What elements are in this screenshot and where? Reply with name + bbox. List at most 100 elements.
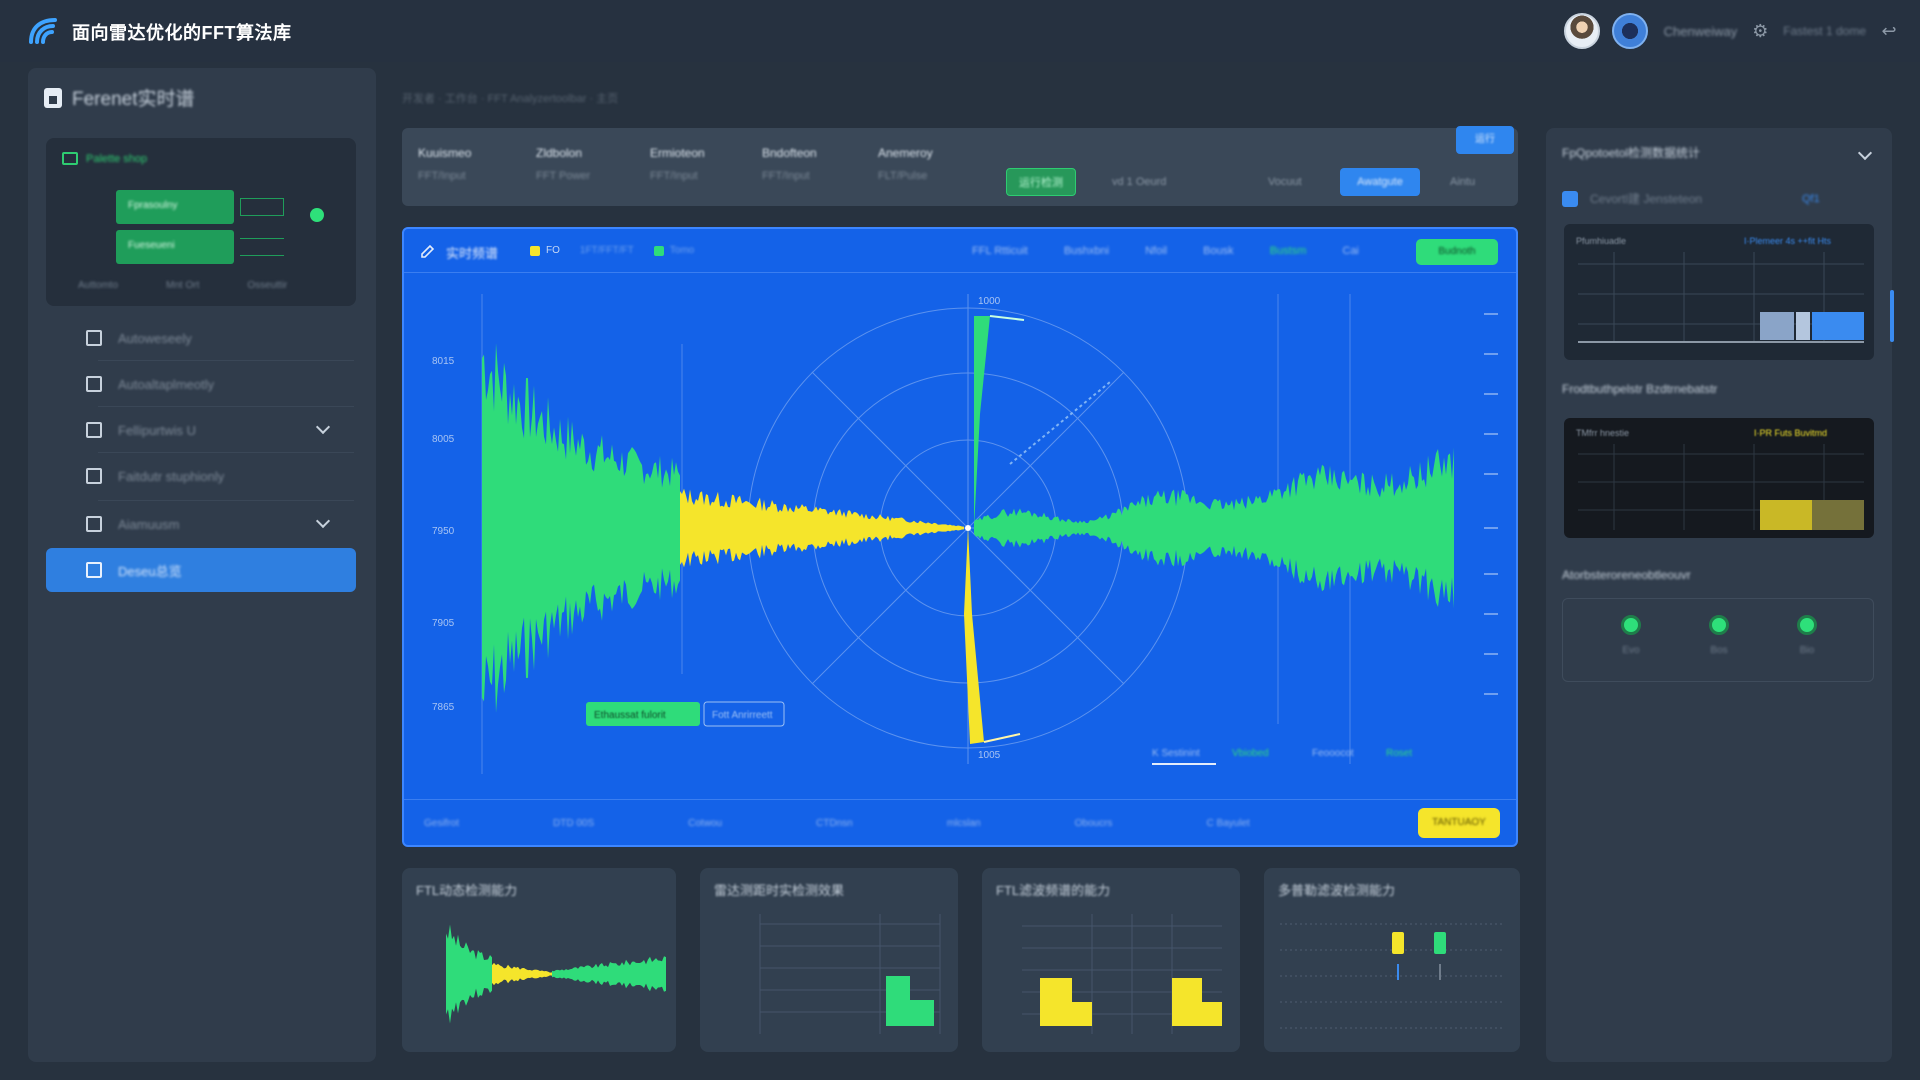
user-avatar[interactable] — [1563, 13, 1600, 49]
status-bar-1-label: Fprasoulny — [128, 200, 178, 211]
quick-action-label: Evo — [1622, 645, 1640, 656]
chart-legend: I·Plemeer 4s ++fit Hts — [1744, 236, 1832, 246]
status-bar-2-track — [240, 238, 284, 256]
sidebar-divider — [98, 360, 354, 361]
user-name[interactable]: Chenweiway — [1663, 23, 1738, 39]
app-title: 面向雷达优化的FFT算法库 — [72, 23, 292, 43]
export-button[interactable]: TANTUAOY — [1418, 808, 1500, 838]
toolbar-column-head: Zldbolon — [536, 146, 583, 160]
quick-action[interactable]: Evo — [1601, 615, 1661, 656]
spectrum-tab-active[interactable]: Bustsm — [1269, 245, 1307, 257]
stats-chart-1[interactable]: Pfumhiuadle I·Plemeer 4s ++fit Hts — [1564, 224, 1874, 360]
toolbar-option[interactable]: Aintu — [1438, 168, 1487, 196]
toolbar-column-4[interactable]: Bndofteon FFT/Input — [762, 146, 817, 182]
upload-icon[interactable] — [1562, 190, 1578, 207]
bottom-card-4[interactable]: 多普勒滤波检测能力 — [1264, 868, 1520, 1052]
status-card-header: Palette shop — [62, 152, 147, 165]
chart-bottom-tab[interactable]: Vbiobed — [1232, 748, 1269, 759]
right-axis-ticks — [1484, 313, 1498, 695]
top-link[interactable]: Fastest 1 dome — [1783, 24, 1866, 38]
right-panel-sub-link[interactable]: Qf1 — [1802, 192, 1820, 205]
run-detect-button[interactable]: 运行检测 — [1006, 168, 1076, 196]
footer-label[interactable]: C Bayulet — [1206, 818, 1250, 829]
right-panel-section-title: Atorbsteroreneobtleouvr — [1562, 568, 1691, 582]
waveform-segment — [680, 488, 964, 568]
logout-icon[interactable]: ↩ — [1881, 21, 1897, 41]
quick-actions: Evo Bos Bio — [1562, 598, 1874, 682]
stats-chart-2[interactable]: TMfrr hnestie I·PR Futs Buvitmd — [1564, 418, 1874, 538]
bottom-card-1[interactable]: FTL动态检测能力 — [402, 868, 676, 1052]
status-footer-item: Mnt Ort — [166, 280, 200, 291]
toolbar-column-5[interactable]: Anemeroy FLT/Pulse — [878, 146, 933, 182]
right-panel-subtitle: Cevortl建 Jensteteon — [1590, 192, 1703, 206]
toolbar-option[interactable]: vd 1 Oeurd — [1100, 168, 1178, 196]
chevron-down-icon[interactable] — [315, 419, 331, 435]
right-panel-title: FpQpotoetol检测数据统计 — [1562, 146, 1701, 160]
top-bar: 面向雷达优化的FFT算法库 Chenweiway ⚙ Fastest 1 dom… — [0, 0, 1920, 62]
sidebar-item-6-active[interactable]: Deseu总览 — [46, 548, 356, 592]
chevron-down-icon[interactable] — [315, 513, 331, 529]
spectrum-waveform-chart[interactable]: 8015 8005 7950 7905 7865 1000 1005 Ethau… — [404, 274, 1516, 798]
y-axis-ticks: 8015 8005 7950 7905 7865 1000 1005 — [432, 296, 1001, 761]
status-card-footer: Auttomto Mnt Ort Osseuttir — [78, 280, 287, 291]
sidebar-item-2[interactable]: Autoaltaplmeotly — [46, 362, 356, 406]
chart-bottom-tab[interactable]: Feooocot — [1312, 748, 1354, 759]
status-footer-item: Auttomto — [78, 280, 119, 291]
spectrum-panel: 实时频谱 FO 1FT/FFT/FT Tomo FFL Rtticuit Bus… — [402, 227, 1518, 847]
right-panel: FpQpotoetol检测数据统计 Cevortl建 Jensteteon Qf… — [1546, 128, 1892, 1062]
toolbar-column-2[interactable]: Zldbolon FFT Power — [536, 146, 590, 182]
bottom-card-title: 雷达测距时实检测效果 — [714, 883, 845, 898]
bottom-card-3[interactable]: FTL滤波频谱的能力 — [982, 868, 1240, 1052]
app-logo-icon[interactable] — [26, 14, 60, 48]
filter-spectrum-chart — [1022, 914, 1222, 1034]
lock-icon — [1621, 615, 1641, 635]
lock-icon — [44, 87, 62, 108]
toolbar-primary-label: Awatgute — [1357, 176, 1403, 188]
edit-icon[interactable] — [420, 243, 436, 259]
left-sidebar: Ferenet实时谱 Palette shop Fprasoulny Fuese… — [28, 68, 376, 1062]
legend-label: FO — [546, 245, 560, 256]
spectrum-action-button[interactable]: Budnoth — [1416, 239, 1498, 265]
toolbar-primary-button[interactable]: Awatgute — [1340, 168, 1420, 196]
spectrum-tab[interactable]: Cai — [1342, 245, 1359, 257]
mini-waveform-chart — [446, 924, 666, 1024]
status-footer-item: Osseuttir — [247, 280, 288, 291]
spectrum-waveform — [482, 343, 1454, 713]
sidebar-item-4[interactable]: Faitdutr stuphionly — [46, 454, 356, 498]
beam-diagonal — [1009, 381, 1111, 465]
chart-bottom-tab[interactable]: Roset — [1386, 748, 1412, 759]
chart-inline-legend[interactable]: Ethaussat fulorit Fott Anrirreett — [586, 701, 785, 727]
sidebar-status-card[interactable]: Palette shop Fprasoulny Fueseueni Auttom… — [46, 138, 356, 306]
toolbar-column-1[interactable]: Kuuismeo FFT/Input — [418, 146, 471, 182]
spectrum-tab[interactable]: FFL Rtticuit — [972, 245, 1028, 257]
quick-action[interactable]: Bio — [1777, 615, 1837, 656]
panel-icon — [86, 422, 102, 438]
status-bar-2: Fueseueni — [116, 230, 234, 264]
polar-center — [965, 525, 971, 531]
beam-bottom — [964, 528, 984, 744]
chart-bottom-tab[interactable]: K Sestinint — [1152, 748, 1200, 759]
toolbar-column-head: Anemeroy — [878, 146, 933, 160]
breadcrumb[interactable]: 开发者 · 工作台 · FFT Analyzertoolbar · 主页 — [402, 93, 619, 105]
spectrum-tab[interactable]: Bousk — [1203, 245, 1234, 257]
sidebar-item-3[interactable]: Fellipurtwis U — [46, 408, 356, 452]
toolbar-option-label: Aintu — [1450, 176, 1476, 188]
org-avatar[interactable] — [1611, 13, 1648, 49]
spectrum-tab[interactable]: Nfoil — [1145, 245, 1168, 257]
toolbar-column-3[interactable]: Ermioteon FFT/Input — [650, 146, 705, 182]
legend-button-label: Ethaussat fulorit — [594, 710, 666, 721]
scrollbar[interactable] — [1890, 290, 1894, 342]
sidebar-item-5[interactable]: Aiamuusm — [46, 502, 356, 546]
sidebar-item-label: Autoaltaplmeotly — [118, 376, 215, 392]
settings-icon[interactable]: ⚙ — [1752, 21, 1769, 41]
run-button[interactable]: 运行 — [1456, 126, 1514, 154]
list-icon — [86, 376, 102, 392]
sidebar-item-1[interactable]: Autoweseely — [46, 316, 356, 360]
chevron-down-icon[interactable] — [1857, 145, 1873, 161]
bottom-card-2[interactable]: 雷达测距时实检测效果 — [700, 868, 958, 1052]
sidebar-item-label: Faitdutr stuphionly — [118, 468, 225, 484]
quick-action[interactable]: Bos — [1689, 615, 1749, 656]
spectrum-tab[interactable]: Bushxbni — [1063, 245, 1110, 257]
chart-bottom-tabs[interactable]: K Sestinint Vbiobed Feooocot Roset — [1152, 748, 1412, 759]
toolbar-option[interactable]: Vocuut — [1256, 168, 1314, 196]
